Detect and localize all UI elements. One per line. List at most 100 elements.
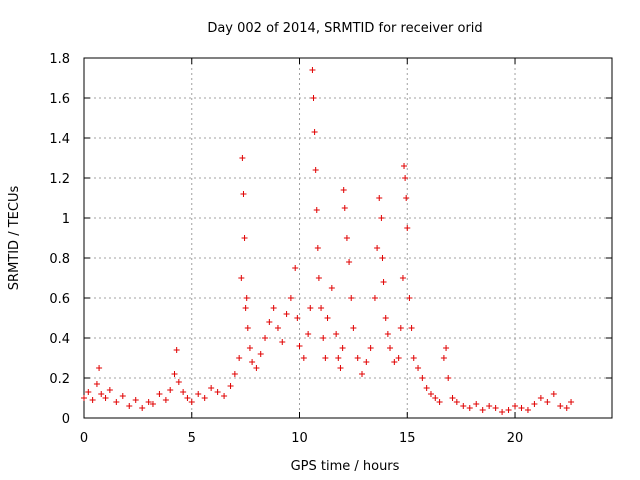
data-point (132, 397, 139, 403)
data-point (492, 405, 499, 411)
data-point (328, 285, 335, 291)
y-tick-label: 0 (62, 412, 70, 427)
data-point (359, 371, 366, 377)
data-point (531, 401, 538, 407)
data-point (231, 371, 238, 377)
data-point (557, 403, 564, 409)
data-point (270, 305, 277, 311)
data-point (279, 339, 286, 345)
data-point (363, 359, 370, 365)
data-point (403, 195, 410, 201)
data-point (348, 295, 355, 301)
data-point (287, 295, 294, 301)
data-point (309, 67, 316, 73)
data-point (236, 355, 243, 361)
data-point (367, 345, 374, 351)
data-point (311, 129, 318, 135)
data-point (524, 407, 531, 413)
chart-title: Day 002 of 2014, SRMTID for receiver ori… (207, 21, 482, 36)
data-point (292, 265, 299, 271)
data-point (195, 391, 202, 397)
data-point (399, 275, 406, 281)
data-point (96, 365, 103, 371)
data-point (242, 305, 249, 311)
data-point (382, 315, 389, 321)
data-point (253, 365, 260, 371)
data-markers (81, 67, 575, 415)
data-point (324, 315, 331, 321)
x-tick-label: 0 (80, 431, 88, 446)
data-point (318, 305, 325, 311)
x-tick-label: 5 (188, 431, 196, 446)
data-point (402, 175, 409, 181)
data-point (239, 155, 246, 161)
data-point (266, 319, 273, 325)
data-point (173, 347, 180, 353)
x-tick-label: 20 (507, 431, 524, 446)
data-point (404, 225, 411, 231)
data-point (249, 359, 256, 365)
data-point (214, 389, 221, 395)
data-point (340, 187, 347, 193)
data-point (201, 395, 208, 401)
data-point (296, 343, 303, 349)
data-point (240, 191, 247, 197)
data-point (391, 359, 398, 365)
data-point (518, 405, 525, 411)
y-axis-label: SRMTID / TECUs (7, 186, 22, 291)
data-point (499, 409, 506, 415)
data-point (479, 407, 486, 413)
data-point (473, 401, 480, 407)
data-point (310, 95, 317, 101)
data-point (106, 387, 113, 393)
y-tick-label: 1.4 (49, 132, 70, 147)
data-point (167, 387, 174, 393)
data-point (343, 235, 350, 241)
data-point (274, 325, 281, 331)
data-point (387, 345, 394, 351)
data-point (89, 397, 96, 403)
x-tick-label: 15 (399, 431, 416, 446)
data-point (85, 389, 92, 395)
y-tick-label: 1.6 (49, 92, 70, 107)
data-point (307, 305, 314, 311)
data-point (208, 385, 215, 391)
data-point (294, 315, 301, 321)
data-point (350, 325, 357, 331)
data-point (376, 195, 383, 201)
data-point (156, 391, 163, 397)
data-point (460, 403, 467, 409)
data-point (283, 311, 290, 317)
data-point (443, 345, 450, 351)
data-point (384, 331, 391, 337)
data-point (126, 403, 133, 409)
data-point (221, 393, 228, 399)
data-point (335, 355, 342, 361)
data-point (180, 389, 187, 395)
data-point (300, 355, 307, 361)
data-point (139, 405, 146, 411)
data-point (408, 325, 415, 331)
data-point (175, 379, 182, 385)
data-point (406, 295, 413, 301)
data-point (102, 395, 109, 401)
y-tick-label: 0.6 (49, 292, 70, 307)
data-point (322, 355, 329, 361)
data-point (354, 355, 361, 361)
y-tick-label: 0.2 (49, 372, 70, 387)
data-point (238, 275, 245, 281)
data-point (445, 375, 452, 381)
data-point (401, 163, 408, 169)
data-point (537, 395, 544, 401)
y-tick-label: 0.4 (49, 332, 70, 347)
y-tick-label: 0.8 (49, 252, 70, 267)
data-point (436, 399, 443, 405)
data-point (119, 393, 126, 399)
data-point (262, 335, 269, 341)
data-point (314, 245, 321, 251)
data-point (243, 295, 250, 301)
data-point (410, 355, 417, 361)
data-point (378, 215, 385, 221)
axis-ticks: 0 0.2 0.4 0.6 0.8 1 1.2 1.4 1.6 1.8 0 5 10 15 20 (49, 52, 612, 446)
plot-frame (83, 57, 613, 419)
